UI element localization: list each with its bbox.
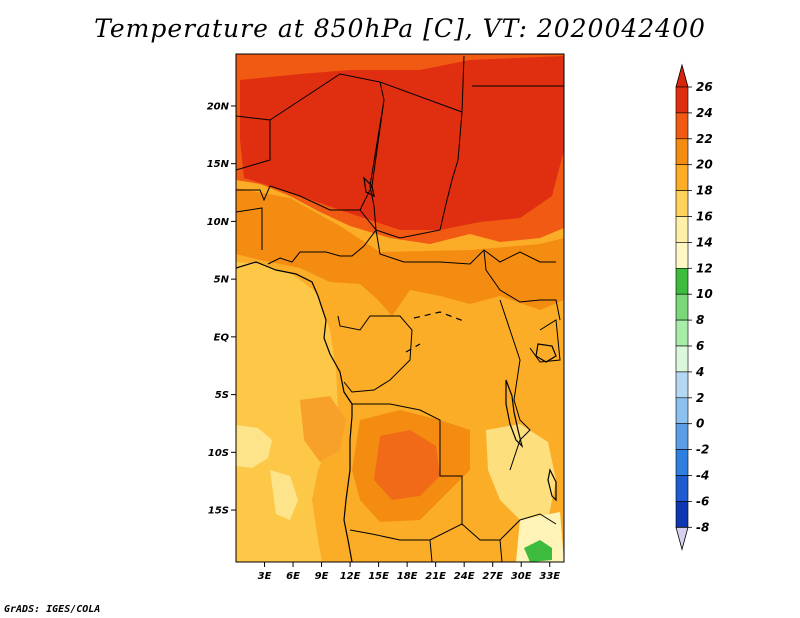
lat-tick-label: EQ xyxy=(214,332,230,343)
colorbar-segment xyxy=(675,164,689,191)
field-18-atlantic xyxy=(236,262,338,562)
lon-tick-label: 15E xyxy=(368,571,389,582)
lon-tick-label: 27E xyxy=(482,571,503,582)
colorbar-label: 20 xyxy=(696,158,713,172)
temperature-field xyxy=(236,54,564,562)
colorbar-label: 8 xyxy=(696,313,704,327)
lat-tick-label: 15S xyxy=(208,506,229,517)
lake-victoria xyxy=(535,343,557,363)
colorbar-label: 14 xyxy=(696,235,713,249)
colorbar-label: 26 xyxy=(696,80,713,94)
colorbar-segment xyxy=(675,475,689,502)
colorbar-segment xyxy=(675,345,689,373)
latitude-axis: 20N 15N 10N 5N EQ 5S 10S 15S xyxy=(207,101,236,517)
field-22-central xyxy=(236,188,564,316)
lon-tick-label: 33E xyxy=(539,571,560,582)
longitude-axis: 3E 6E 9E 12E 15E 18E 21E 24E 27E 30E 33E xyxy=(258,562,560,582)
colorbar-segment xyxy=(675,319,689,347)
field-24-angola-core xyxy=(374,430,440,500)
colorbar-segment xyxy=(675,216,689,243)
colorbar-segment xyxy=(675,242,689,269)
colorbar-label: -2 xyxy=(696,443,709,457)
coastline xyxy=(236,261,353,562)
lon-tick-label: 18E xyxy=(397,571,418,582)
lat-tick-label: 5N xyxy=(214,275,230,286)
field-12-green xyxy=(524,540,552,562)
colorbar-segment xyxy=(675,423,689,450)
field-16-west xyxy=(236,425,272,468)
field-16-southwest xyxy=(270,470,298,520)
chart-title: Temperature at 850hPa [C], VT: 202004240… xyxy=(94,14,706,43)
lat-tick-label: 10N xyxy=(207,217,230,228)
colorbar-label: 10 xyxy=(696,287,713,301)
colorbar-label: 2 xyxy=(696,391,704,405)
colorbar-label: -4 xyxy=(696,469,709,483)
colorbar-segment xyxy=(675,371,689,399)
lat-tick-label: 10S xyxy=(208,448,229,459)
colorbar-segment xyxy=(675,501,689,528)
country-borders xyxy=(236,55,564,562)
field-26-sahara xyxy=(240,56,564,230)
colorbar-label: -8 xyxy=(696,520,709,534)
lat-tick-label: 15N xyxy=(207,159,230,170)
lake-chad xyxy=(363,176,375,198)
map-frame xyxy=(235,53,565,563)
lat-tick-label: 5S xyxy=(215,390,229,401)
lat-tick-label: 20N xyxy=(207,101,230,112)
lake-malawi xyxy=(547,468,557,502)
colorbar-segment xyxy=(675,86,689,114)
colorbar-segment xyxy=(675,112,689,140)
colorbar-bottom-arrow xyxy=(675,526,689,551)
colorbar-segment xyxy=(675,138,689,166)
colorbar-segment xyxy=(675,293,689,321)
lon-tick-label: 9E xyxy=(315,571,329,582)
colorbar-top-arrow xyxy=(675,63,689,88)
colorbar-label: -6 xyxy=(696,494,709,508)
lon-tick-label: 12E xyxy=(340,571,361,582)
colorbar-label: 0 xyxy=(696,417,704,431)
colorbar-segment xyxy=(675,267,689,295)
colorbar-label: 6 xyxy=(696,339,704,353)
lake-tanganyika xyxy=(505,379,524,448)
colorbar-segment xyxy=(675,190,689,217)
congo-river xyxy=(405,311,467,353)
colorbar-label: 18 xyxy=(696,184,713,198)
lon-tick-label: 21E xyxy=(425,571,446,582)
colorbar-label: 16 xyxy=(696,210,713,224)
lon-tick-label: 30E xyxy=(511,571,532,582)
lon-tick-label: 24E xyxy=(454,571,475,582)
lon-tick-label: 6E xyxy=(286,571,300,582)
grads-credit: GrADS: IGES/COLA xyxy=(4,604,101,615)
colorbar-label: 4 xyxy=(695,365,704,379)
colorbar-segment xyxy=(675,397,689,424)
field-24-sahara-north xyxy=(236,54,470,80)
colorbar-label: 24 xyxy=(696,106,713,120)
field-16-zambia xyxy=(486,424,556,520)
colorbar-label: 22 xyxy=(696,132,713,146)
lon-tick-label: 3E xyxy=(258,571,272,582)
colorbar-label: 12 xyxy=(696,261,713,275)
field-22-west-equatorial xyxy=(300,396,346,462)
colorbar-segment xyxy=(675,449,689,476)
